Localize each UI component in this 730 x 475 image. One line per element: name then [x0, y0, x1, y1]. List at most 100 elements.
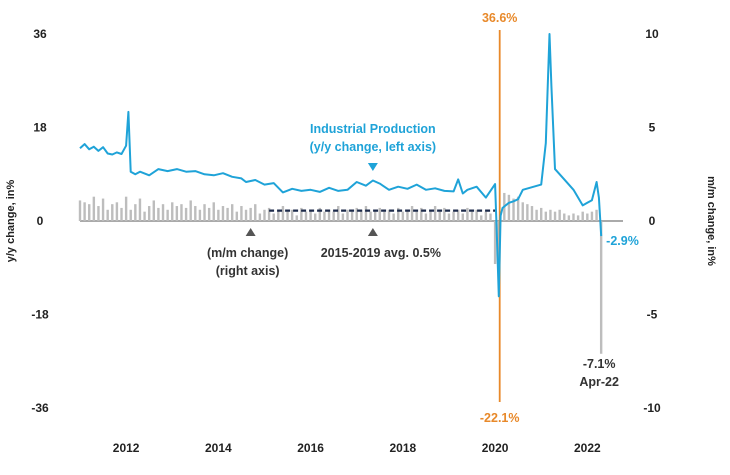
left-tick-label: 18: [33, 121, 47, 135]
left-tick-label: -36: [31, 401, 49, 415]
mm-bar: [563, 213, 566, 221]
ip-arrow-icon: [367, 163, 378, 171]
left-tick-label: -18: [31, 308, 49, 322]
mm-bar: [346, 209, 349, 221]
right-tick-label: 0: [649, 214, 656, 228]
mm-bar: [526, 204, 529, 221]
x-tick-label: 2014: [205, 441, 232, 455]
mm-bar: [558, 209, 561, 221]
mm-bar: [327, 209, 331, 221]
mm-bar: [586, 213, 589, 221]
right-tick-label: 10: [645, 27, 659, 41]
last-bar-label: -7.1%: [583, 357, 616, 371]
left-axis-ticks: 36 18 0 -18 -36: [31, 27, 49, 415]
mm-bar: [263, 209, 266, 221]
mm-bar: [314, 213, 317, 221]
mm-bar: [92, 196, 96, 221]
mm-bar: [599, 221, 603, 354]
right-axis-label: m/m change, in%: [705, 176, 717, 266]
x-tick-label: 2020: [482, 441, 509, 455]
mm-bar: [493, 221, 497, 265]
mm-bar: [300, 207, 303, 221]
mm-bar: [360, 209, 363, 221]
mm-bar: [549, 209, 552, 221]
mm-bar: [461, 213, 465, 221]
mm-bar: [337, 206, 340, 221]
mm-bar: [466, 207, 469, 221]
right-tick-label: -10: [643, 401, 661, 415]
mm-bar: [101, 198, 105, 221]
ip-label-line1: Industrial Production: [310, 122, 436, 136]
mm-bar: [516, 196, 520, 221]
left-tick-label: 36: [33, 27, 47, 41]
mm-bar: [415, 211, 418, 221]
mm-bar: [567, 215, 571, 221]
avg-arrow-icon: [367, 228, 378, 236]
mm-bar: [124, 196, 128, 221]
mm-bar: [443, 207, 446, 221]
mm-bar: [489, 213, 492, 221]
mm-bar: [240, 206, 243, 221]
mm-bar: [406, 209, 409, 221]
mm-bar: [152, 200, 155, 221]
mm-bar: [129, 209, 132, 221]
mm-bar: [470, 211, 474, 221]
mm-bar: [272, 213, 275, 221]
mm-bar: [581, 211, 584, 221]
mm-bar: [387, 209, 391, 221]
mm-bar: [507, 194, 511, 221]
annotations: 36.6% -22.1% Industrial Production (y/y …: [207, 11, 639, 425]
mm-bar: [553, 211, 557, 221]
last-line-label: -2.9%: [606, 234, 639, 248]
mm-bar: [373, 209, 377, 221]
mm-bar: [111, 204, 114, 221]
mm-bar: [521, 202, 524, 221]
mm-bar: [332, 211, 335, 221]
mm-bar: [258, 213, 262, 221]
mm-bar: [171, 202, 174, 221]
mm-bar: [180, 204, 183, 221]
mm-bar: [189, 200, 192, 221]
right-tick-label: 5: [649, 121, 656, 135]
mm-bar: [230, 204, 234, 221]
x-tick-label: 2022: [574, 441, 601, 455]
mm-label-line1: (m/m change): [207, 246, 288, 260]
mm-bar: [530, 206, 534, 221]
mm-bar: [397, 207, 400, 221]
mm-bar: [452, 211, 455, 221]
mm-bar: [78, 200, 82, 221]
mm-bar: [341, 213, 345, 221]
mm-bar: [424, 213, 428, 221]
x-axis-ticks: 2012 2014 2016 2018 2020 2022: [113, 441, 601, 455]
right-axis-ticks: 10 5 0 -5 -10: [643, 27, 661, 415]
ip-label-line2: (y/y change, left axis): [310, 140, 436, 154]
mm-bar: [217, 209, 220, 221]
mm-bar: [323, 211, 326, 221]
mm-bar: [484, 211, 488, 221]
mm-bar: [480, 215, 483, 221]
mm-bar: [281, 206, 285, 221]
mm-bar: [544, 211, 548, 221]
mm-bar: [401, 211, 405, 221]
mm-bar: [207, 207, 211, 221]
mm-bar: [456, 209, 460, 221]
mm-bar: [497, 221, 500, 281]
mm-bar: [355, 207, 358, 221]
mm-bar: [147, 206, 151, 221]
mm-bar: [364, 206, 368, 221]
mm-bar: [88, 204, 91, 221]
last-bar-date: Apr-22: [579, 375, 619, 389]
mm-bar: [295, 215, 298, 221]
mm-bar: [249, 207, 252, 221]
mm-label-line2: (right axis): [216, 264, 280, 278]
mm-bar: [318, 207, 322, 221]
mm-bar: [161, 204, 165, 221]
mm-bar: [304, 211, 308, 221]
mm-bar: [134, 204, 137, 221]
mm-bar: [83, 202, 86, 221]
mm-bar: [576, 215, 580, 221]
mm-bar: [512, 198, 515, 221]
mm-bar: [198, 209, 202, 221]
mm-bar: [433, 206, 437, 221]
